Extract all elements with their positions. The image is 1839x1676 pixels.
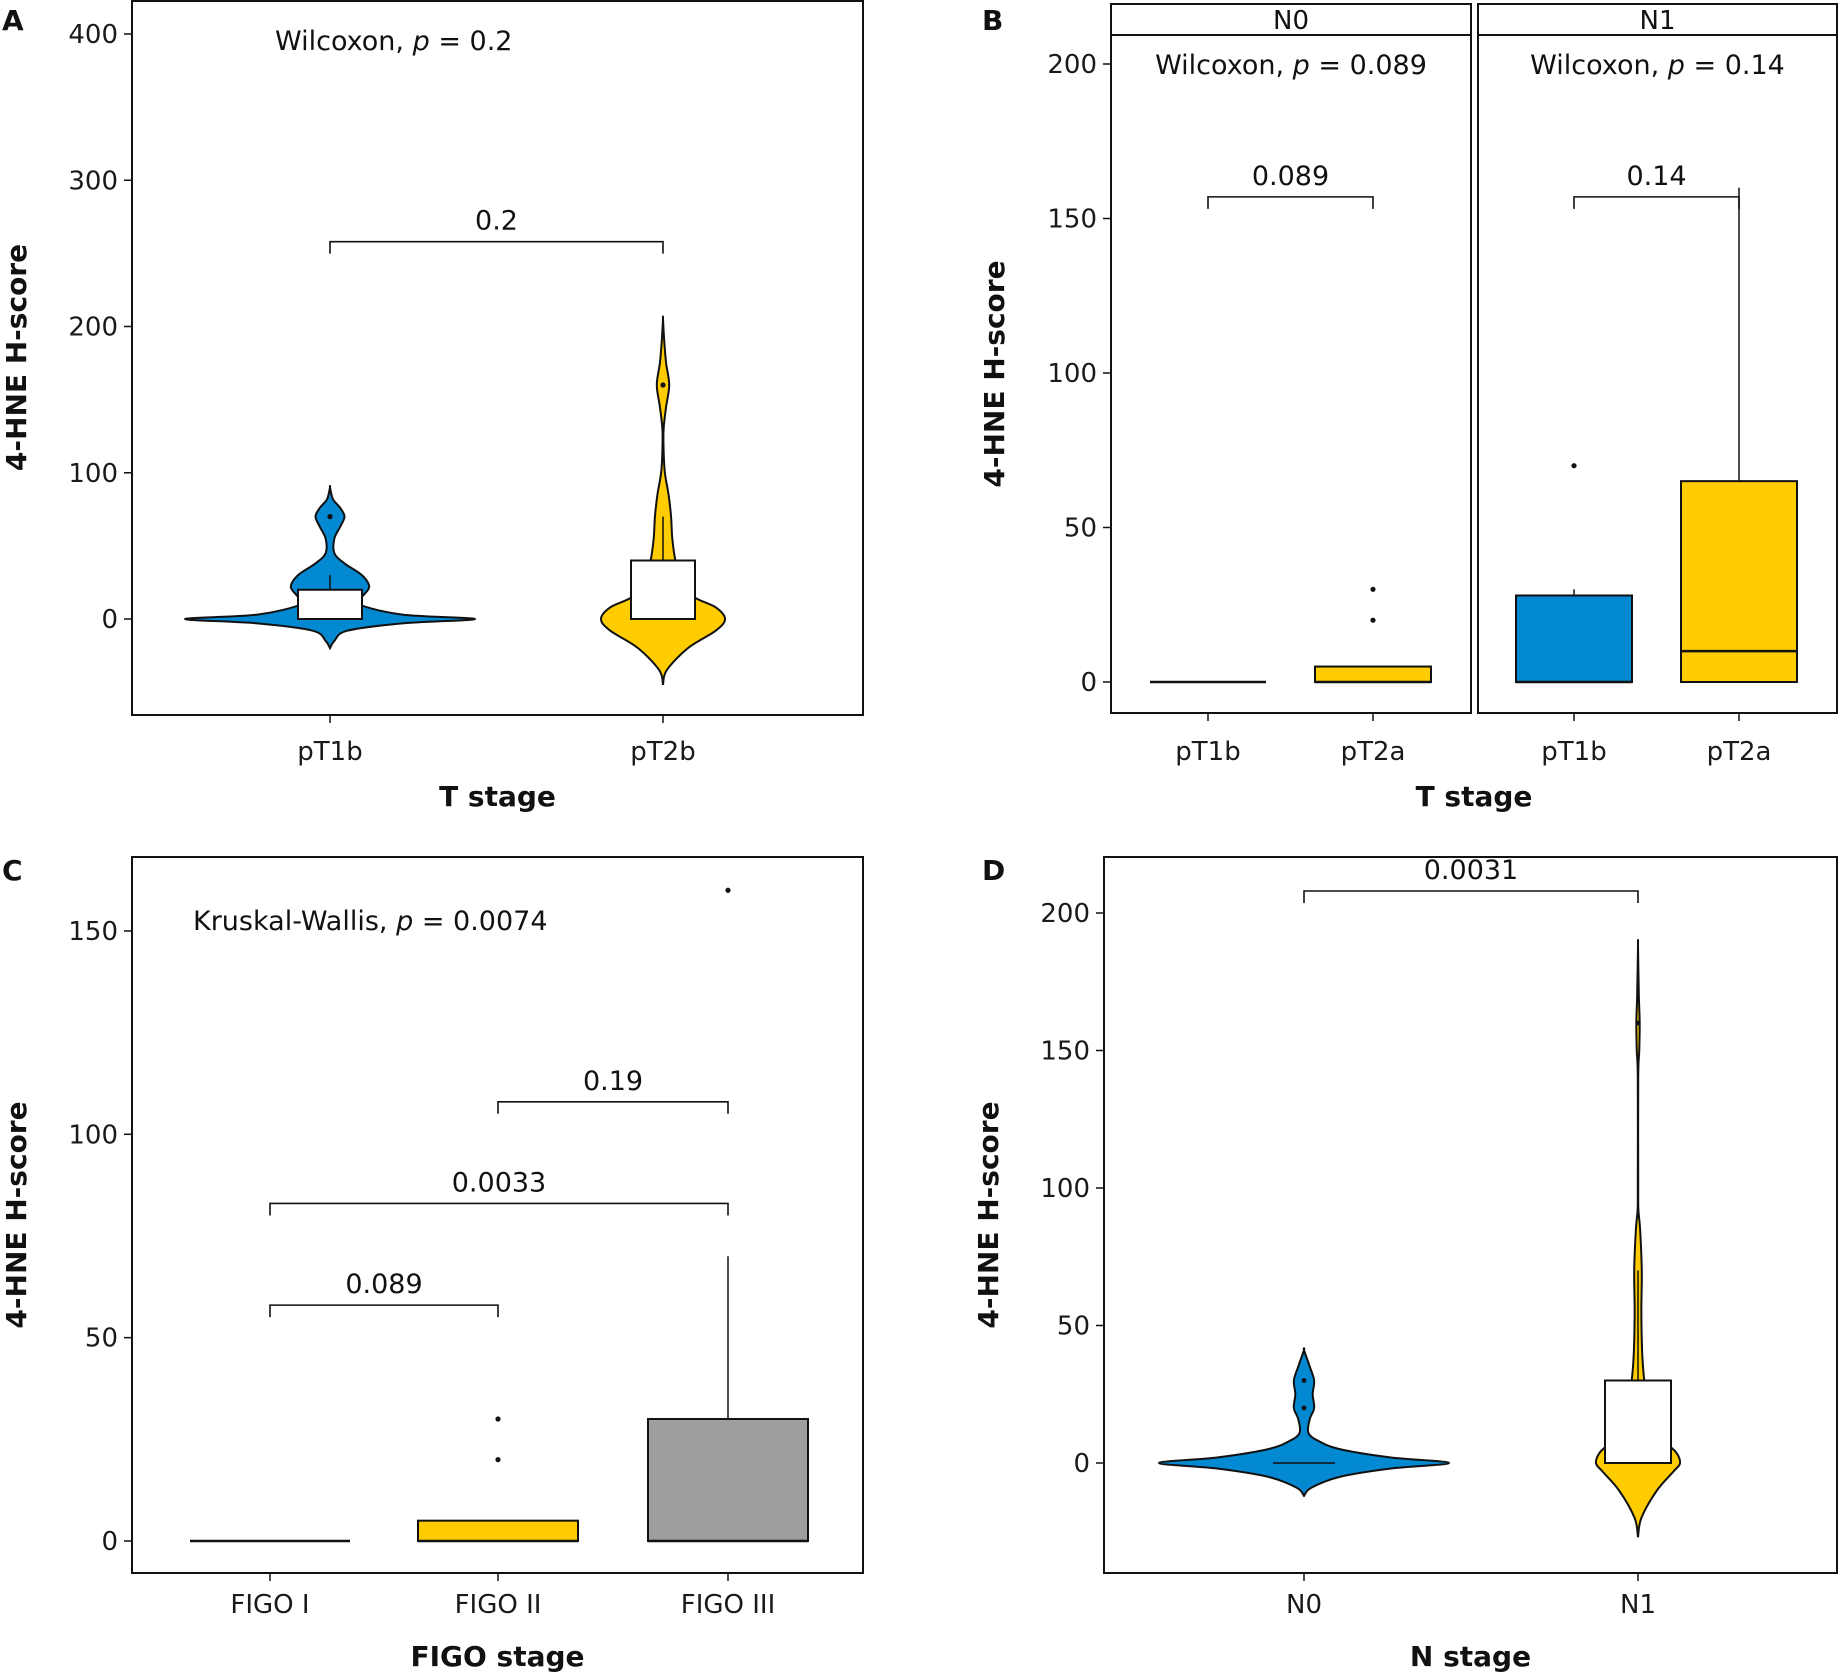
panel-a-violin-t-stage: 0 100 200 300 400 4-HNE H-score pT1b pT2b T stag… [0,0,864,813]
panel-d-y-axis-title: 4-HNE H-score [972,1101,1005,1328]
panel-c-figo-iii-outlier [725,887,731,893]
panel-letter-a: A [2,4,24,37]
y-tick-label: 50 [85,1324,118,1354]
panel-b-box-t-stage-by-n: 0 50 100 150 200 4-HNE H-score T stage N0 Wilcox… [978,3,1838,813]
panel-letter-d: D [982,854,1005,887]
panel-c-y-axis-title: 4-HNE H-score [0,1101,33,1328]
facet-strip [1477,3,1838,36]
y-tick-label: 300 [68,166,118,196]
x-tick-label-figo-i: FIGO I [230,1590,309,1620]
panel-c-test-annotation: Kruskal-Wallis, p = 0.0074 [193,906,548,937]
panel-a-pt2b-outlier [660,382,666,388]
panel-d-violin-n-stage: 0 50 100 150 200 4-HNE H-score N0 N1 N stage 0.00… [972,855,1838,1673]
comparison-bracket [269,1202,729,1216]
panel-c-figo-ii-outlier [495,1416,501,1422]
panel-a-pt1b-violin [183,484,477,651]
y-tick-label: 100 [68,459,118,489]
y-tick-label: 50 [1057,1312,1090,1342]
panel-d-n0-outlier [1301,1405,1307,1411]
y-tick-label: 150 [1040,1037,1090,1067]
comparison-bracket [497,1100,729,1114]
panel-c-figo-ii-box [417,1519,579,1543]
y-tick-label: 150 [68,917,118,947]
y-tick-label: 150 [1047,205,1097,235]
y-tick-label: 400 [68,20,118,50]
panel-letter-c: C [2,854,23,887]
facet-test-annotation: Wilcoxon, p = 0.089 [1155,50,1427,81]
comparison-bracket [1303,890,1639,903]
facet-test-annotation: Wilcoxon, p = 0.14 [1530,50,1785,81]
y-tick-label: 100 [1040,1174,1090,1204]
plot-frame [1477,34,1838,714]
panel-d-n1-box [1604,1379,1672,1464]
x-tick-label-pt1b: pT1b [1175,737,1240,767]
y-tick-label: 200 [1047,50,1097,80]
x-tick-label-n1: N1 [1620,1590,1656,1620]
x-tick-label-pt2a: pT2a [1707,737,1772,767]
facet-n0: N0 Wilcoxon, p = 0.089 pT1b pT2a 0.089 [1110,3,1472,767]
x-tick-label-figo-ii: FIGO II [455,1590,542,1620]
panel-b-x-axis-title: T stage [1416,780,1533,813]
y-tick-label: 200 [68,313,118,343]
panel-a-y-axis-title: 4-HNE H-score [0,244,33,471]
panel-d-n0-outlier [1301,1378,1307,1383]
comparison-p-value: 0.19 [583,1066,643,1097]
facet-n0-pt2a-outlier [1370,586,1376,592]
comparison-bracket [1207,196,1374,209]
facet-n1: N1 Wilcoxon, p = 0.14 pT1b pT2a 0.14 [1477,3,1838,767]
y-tick-label: 50 [1064,514,1097,544]
x-tick-label-n0: N0 [1286,1590,1322,1620]
x-tick-label-pt2b: pT2b [630,737,695,767]
x-tick-label-pt1b: pT1b [1541,737,1606,767]
y-tick-label: 0 [101,1527,118,1557]
panel-c-figo-ii-outlier [495,1457,501,1463]
y-tick-label: 0 [1073,1449,1090,1479]
comparison-bracket [1573,196,1740,209]
comparison-bracket [329,240,664,254]
plot-frame [131,0,864,716]
comparison-p-value: 0.14 [1626,161,1686,192]
panel-c-box-figo-stage: 0 50 100 150 4-HNE H-score FIGO I FIGO II FIGO … [0,856,864,1673]
panel-a-pt2b-box [630,559,696,620]
comparison-p-value: 0.0033 [452,1167,546,1198]
facet-n1-pt1b-box [1515,594,1633,683]
y-tick-label: 100 [1047,359,1097,389]
panel-a-test-annotation: Wilcoxon, p = 0.2 [275,26,512,57]
x-tick-label-pt2a: pT2a [1341,737,1406,767]
plot-frame [1110,34,1472,714]
panel-a-pt1b-box [297,588,363,620]
facet-strip-label: N0 [1273,6,1309,36]
panel-c-x-axis-title: FIGO stage [410,1640,584,1673]
panel-d-x-axis-title: N stage [1410,1640,1531,1673]
comparison-p-value: 0.0031 [1424,855,1518,886]
plot-frame [1103,856,1838,1574]
facet-strip-label: N1 [1640,6,1676,36]
facet-n1-pt2a-box [1680,480,1798,683]
facet-n0-pt2a-box [1314,665,1432,683]
panel-a-pt1b-outlier [327,514,333,520]
comparison-p-value: 0.2 [475,206,518,237]
panel-c-figo-iii-box [647,1417,809,1542]
facet-n0-pt2a-outlier [1370,617,1376,623]
comparison-p-value: 0.089 [1252,161,1329,192]
panel-d-n1-outlier [1635,1020,1641,1026]
panel-b-y-axis-title: 4-HNE H-score [978,260,1011,487]
comparison-p-value: 0.089 [345,1269,422,1300]
y-tick-label: 0 [101,605,118,635]
panel-a-x-axis-title: T stage [439,780,556,813]
panel-letter-b: B [982,4,1003,37]
x-tick-label-pt1b: pT1b [297,737,362,767]
panel-d-n0-violin [1157,1347,1451,1498]
y-tick-label: 0 [1080,668,1097,698]
facet-n1-pt1b-outlier [1571,463,1577,469]
y-tick-label: 100 [68,1120,118,1150]
x-tick-label-figo-iii: FIGO III [681,1590,776,1620]
comparison-bracket [269,1304,499,1318]
panel-a-pt2b-violin [599,315,727,686]
y-tick-label: 200 [1040,899,1090,929]
